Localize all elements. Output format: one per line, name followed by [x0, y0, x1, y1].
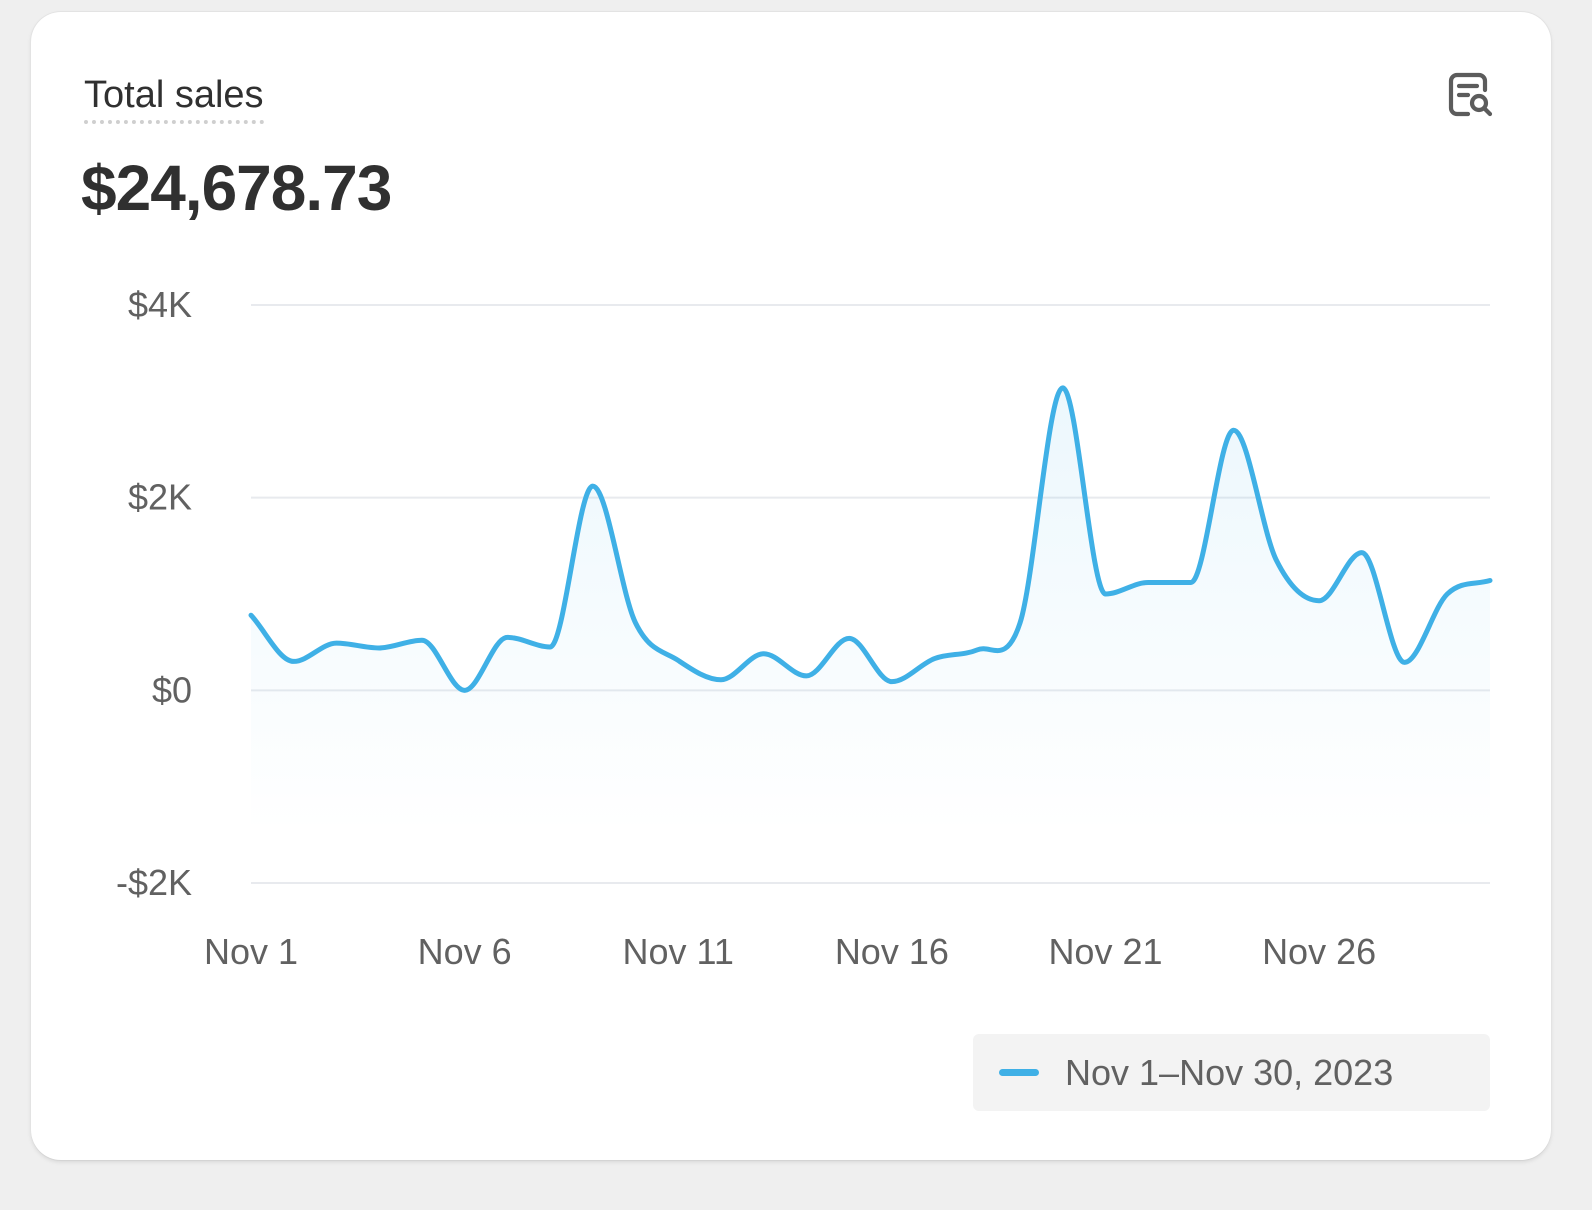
explore-data-icon[interactable]	[1446, 70, 1496, 120]
x-axis: Nov 1 Nov 6 Nov 11 Nov 16 Nov 21 Nov 26	[204, 931, 1376, 972]
data-point	[973, 646, 981, 654]
total-sales-card	[31, 12, 1551, 1160]
data-point	[760, 650, 768, 658]
data-point	[632, 619, 640, 627]
data-point	[1230, 426, 1238, 434]
data-point	[1401, 658, 1409, 666]
data-point	[589, 482, 597, 490]
series-area	[251, 387, 1490, 833]
series-line	[248, 385, 1493, 693]
legend-label: Nov 1–Nov 30, 2023	[1065, 1051, 1394, 1093]
data-point	[717, 676, 725, 684]
data-point	[418, 636, 426, 644]
x-tick-label: Nov 1	[204, 931, 298, 972]
card-title[interactable]: Total sales	[84, 74, 264, 124]
data-point	[1144, 578, 1152, 586]
data-point	[546, 643, 554, 651]
y-axis: $4K $2K $0 -$2K	[116, 284, 192, 903]
data-point	[1486, 577, 1494, 585]
data-point	[1101, 590, 1109, 598]
data-point	[1358, 549, 1366, 557]
x-tick-label: Nov 21	[1048, 931, 1162, 972]
y-tick-label: $2K	[128, 477, 192, 518]
data-point	[845, 634, 853, 642]
x-tick-label: Nov 6	[418, 931, 512, 972]
legend-item[interactable]: Nov 1–Nov 30, 2023	[973, 1034, 1490, 1111]
data-point	[247, 611, 255, 619]
data-point	[503, 633, 511, 641]
data-point	[1443, 590, 1451, 598]
data-point	[1016, 619, 1024, 627]
y-tick-label: $0	[152, 669, 192, 710]
data-point	[461, 686, 469, 694]
sales-chart: $4K $2K $0 -$2K Nov 1 Nov 6 Nov 11 Nov 16 Nov 2…	[116, 284, 1494, 972]
data-point	[332, 639, 340, 647]
data-point	[375, 644, 383, 652]
data-point	[1272, 556, 1280, 564]
y-tick-label: $4K	[128, 284, 192, 325]
data-point	[802, 672, 810, 680]
data-point	[674, 656, 682, 664]
total-sales-value: $24,678.73	[81, 152, 392, 224]
data-point	[1059, 384, 1067, 392]
legend-swatch	[999, 1069, 1039, 1076]
x-tick-label: Nov 16	[835, 931, 949, 972]
data-point	[931, 655, 939, 663]
data-point	[888, 678, 896, 686]
y-tick-label: -$2K	[116, 862, 192, 903]
data-point	[1187, 578, 1195, 586]
data-point	[1315, 597, 1323, 605]
data-point	[290, 657, 298, 665]
x-tick-label: Nov 11	[623, 931, 734, 972]
x-tick-label: Nov 26	[1262, 931, 1376, 972]
